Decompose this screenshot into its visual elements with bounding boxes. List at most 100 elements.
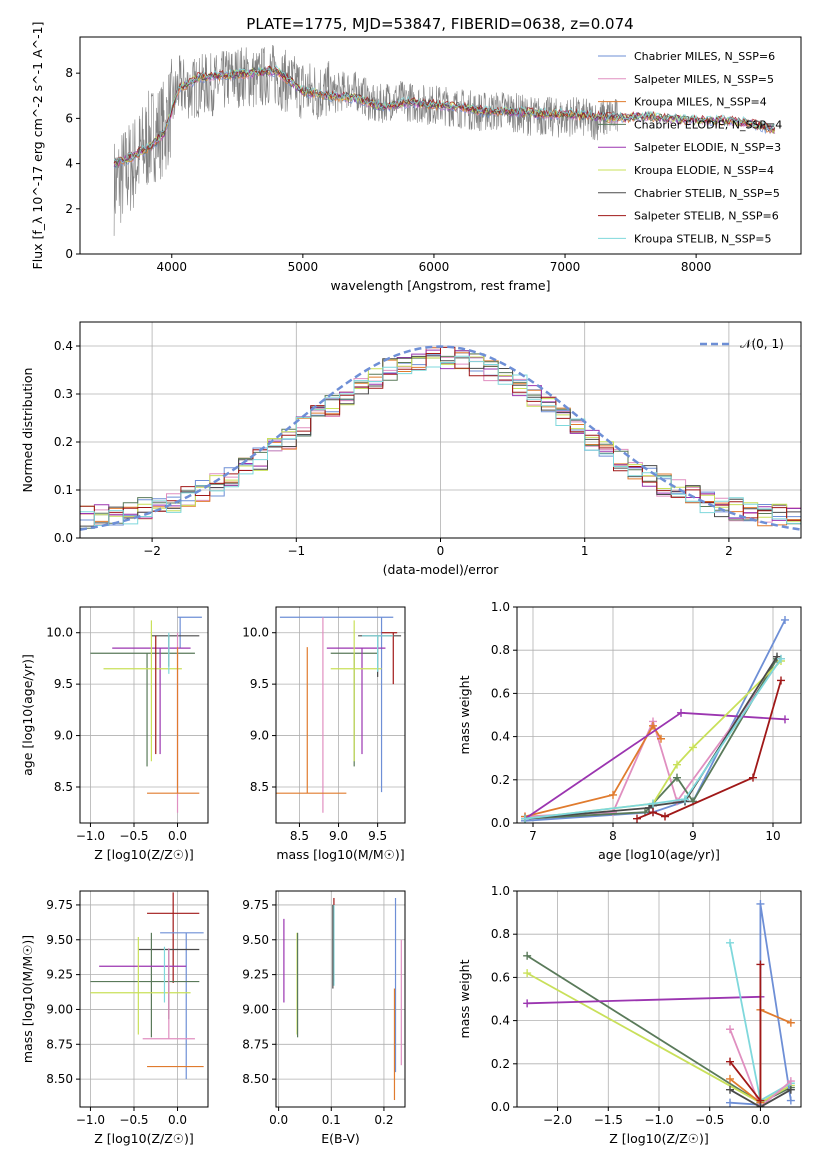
legend-label: Kroupa ELODIE, N_SSP=4: [634, 164, 774, 177]
series-marker: [673, 760, 681, 769]
histogram-step: [80, 355, 801, 526]
series-marker: [521, 814, 529, 823]
series-line: [524, 658, 782, 820]
legend-label: Salpeter MILES, N_SSP=5: [634, 73, 774, 86]
series-line: [729, 1088, 792, 1107]
y-tick-label: 10.0: [242, 626, 269, 640]
plot-area-age-vs-mass: [276, 616, 402, 813]
normal-curve: [80, 345, 801, 531]
x-tick-label: −1.0: [76, 1113, 105, 1127]
x-tick-label: 8: [609, 829, 617, 843]
series-line: [729, 1028, 792, 1107]
plot-area-mass-vs-Z: [90, 892, 204, 1080]
plot-area-spectrum: [113, 44, 776, 236]
x-tick-label: 7: [529, 829, 537, 843]
series-marker: [726, 1025, 734, 1034]
axes-frame: [275, 890, 406, 1108]
x-tick-label: 5000: [288, 260, 319, 274]
y-tick-label: 0: [65, 247, 73, 261]
panel-age-vs-Z: −1.0 −0.5 0.0 8.5 9.0 9.5 10.0 Z [log10(Z/Z☉)] a…: [20, 606, 209, 862]
model-spectrum: [113, 64, 775, 164]
y-tick-label: 1.0: [491, 884, 510, 898]
panel-massweight-vs-Z: −2.0 −1.5 −1.0 −0.5 0.0 0.0 0.2 0.4 0.6 0.8 1.0 Z […: [457, 884, 802, 1146]
y-tick-label: 0.6: [491, 686, 510, 700]
y-tick-label: 0.8: [491, 643, 510, 657]
y-tick-label: 8.50: [242, 1072, 269, 1086]
series-line: [524, 658, 778, 820]
x-tick-label: 8000: [681, 260, 712, 274]
series-marker: [649, 808, 657, 817]
series-marker: [649, 799, 657, 808]
legend-label: Kroupa STELIB, N_SSP=5: [634, 232, 772, 245]
legend-label: Chabrier MILES, N_SSP=6: [634, 50, 775, 63]
y-tick-label: 8: [65, 66, 73, 80]
y-tick-label: 0.4: [54, 339, 73, 353]
x-axis-label: E(B-V): [321, 1131, 360, 1146]
x-tick-label: 0: [437, 544, 445, 558]
legend-label: Chabrier STELIB, N_SSP=5: [634, 187, 780, 200]
legend-label: Salpeter ELODIE, N_SSP=3: [634, 141, 781, 154]
series-marker: [523, 999, 532, 1008]
axes-frame: [79, 606, 209, 824]
legend-label: Salpeter STELIB, N_SSP=6: [634, 210, 779, 223]
series-marker: [633, 814, 641, 823]
x-tick-label: 0.0: [168, 1113, 187, 1127]
panel-spectrum: 4000 5000 6000 7000 8000 0 2 4 6 8 wavelength [Ang…: [30, 22, 802, 293]
y-tick-label: 9.5: [250, 677, 269, 691]
y-axis-label: age [log10(age/yr)]: [20, 654, 35, 776]
figure-title: PLATE=1775, MJD=53847, FIBERID=0638, z=0…: [246, 15, 633, 33]
x-tick-label: −1: [287, 544, 305, 558]
series-marker: [681, 795, 689, 804]
x-tick-label: −0.5: [119, 1113, 148, 1127]
series-marker: [673, 773, 681, 782]
y-tick-label: 9.50: [242, 933, 269, 947]
y-tick-label: 4: [65, 157, 73, 171]
series-line: [524, 660, 782, 820]
x-axis-label: mass [log10(M/M☉)]: [276, 847, 404, 862]
y-tick-label: 0.1: [54, 483, 73, 497]
axes-frame: [79, 890, 209, 1108]
x-tick-label: −2.0: [543, 1113, 572, 1127]
y-tick-label: 0.0: [491, 816, 510, 830]
y-tick-label: 9.75: [242, 898, 269, 912]
series-marker: [726, 1057, 734, 1066]
x-tick-label: −1.0: [644, 1113, 673, 1127]
histogram-step: [80, 346, 801, 526]
x-tick-label: 1: [581, 544, 589, 558]
y-axis-label: mass weight: [457, 959, 472, 1038]
y-tick-label: 9.00: [242, 1002, 269, 1016]
series-marker: [657, 734, 665, 743]
y-axis-label: Flux [f_λ 10^-17 erg cm^-2 s^-1 A^-1]: [30, 22, 45, 270]
y-tick-label: 0.4: [491, 730, 510, 744]
panel-massweight-vs-age: 7 8 9 10 0.0 0.2 0.4 0.6 0.8 1.0 age [log10(age/yr…: [457, 600, 802, 862]
x-axis-label: (data-model)/error: [383, 562, 500, 577]
series-marker: [649, 721, 657, 730]
axes-frame: [516, 606, 802, 824]
x-tick-label: 8.5: [290, 829, 309, 843]
y-tick-label: 0.4: [491, 1014, 510, 1028]
series-marker: [726, 1098, 734, 1107]
legend-label: Kroupa MILES, N_SSP=4: [634, 96, 767, 109]
y-tick-label: 0.0: [491, 1100, 510, 1114]
x-tick-label: 0.0: [168, 829, 187, 843]
y-tick-label: 9.00: [46, 1002, 73, 1016]
x-tick-label: −1.0: [76, 829, 105, 843]
y-tick-label: 6: [65, 111, 73, 125]
series-marker: [756, 899, 765, 908]
y-tick-label: 1.0: [491, 600, 510, 614]
x-axis-label: age [log10(age/yr)]: [598, 847, 720, 862]
y-tick-label: 8.75: [242, 1037, 269, 1051]
plot-area-age-vs-Z: [90, 616, 202, 813]
y-axis-label: mass weight: [457, 675, 472, 754]
data-spectrum: [113, 44, 618, 236]
y-tick-label: 0.0: [54, 531, 73, 545]
x-tick-label: 9.0: [329, 829, 348, 843]
series-marker: [689, 743, 697, 752]
y-tick-label: 9.0: [54, 729, 73, 743]
panel-residuals: −2 −1 0 1 2 0.0 0.1 0.2 0.3 0.4 (data-model)/error…: [20, 321, 802, 577]
series-marker: [749, 773, 757, 782]
axes-frame: [275, 606, 406, 824]
y-tick-label: 8.50: [46, 1072, 73, 1086]
series-marker: [786, 1018, 795, 1027]
